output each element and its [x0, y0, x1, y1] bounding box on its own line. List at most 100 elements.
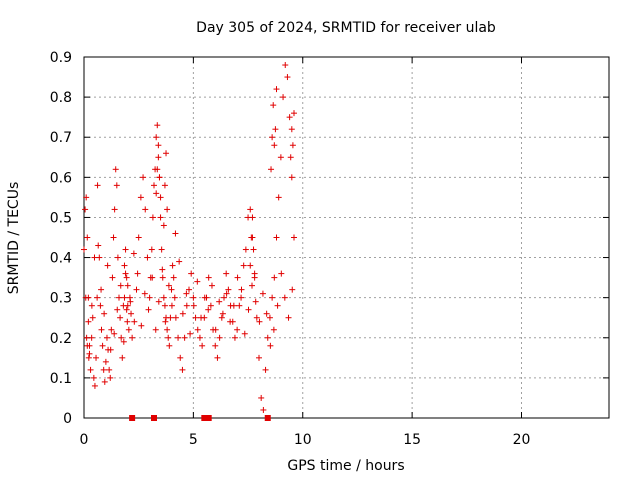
data-point [117, 314, 124, 321]
data-point [268, 166, 275, 173]
data-point [83, 334, 90, 341]
data-point [114, 254, 121, 261]
data-point [253, 314, 260, 321]
data-point [289, 286, 296, 293]
data-point [107, 374, 114, 381]
data-point [205, 306, 212, 313]
data-point [218, 314, 225, 321]
data-point [154, 166, 161, 173]
data-point [164, 206, 171, 213]
data-point [249, 214, 256, 221]
data-point [248, 234, 255, 241]
data-point [271, 142, 278, 149]
data-point [264, 415, 271, 421]
data-point [212, 326, 219, 333]
data-point [89, 314, 96, 321]
data-point [138, 322, 145, 329]
x-tick-label: 10 [294, 432, 312, 448]
y-tick-label: 0 [63, 411, 72, 427]
data-point [208, 282, 215, 289]
data-point [81, 246, 87, 253]
y-tick-label: 0.7 [50, 130, 72, 146]
data-point [146, 294, 153, 301]
data-point [108, 326, 115, 333]
data-point [86, 350, 93, 357]
data-point [281, 294, 288, 301]
data-point [259, 290, 266, 297]
data-point [245, 306, 252, 313]
data-point [161, 302, 168, 309]
data-point [122, 270, 129, 277]
data-point [165, 282, 172, 289]
data-point [102, 358, 109, 365]
data-point [121, 294, 128, 301]
data-point [153, 134, 160, 141]
data-point [124, 302, 131, 309]
data-point [199, 342, 206, 349]
data-point [110, 234, 117, 241]
data-point [149, 274, 156, 281]
grid [84, 57, 609, 418]
data-point [179, 366, 186, 373]
data-point [103, 334, 110, 341]
data-point [238, 286, 245, 293]
data-point [157, 214, 164, 221]
data-point [274, 302, 281, 309]
data-point [205, 274, 212, 281]
data-point [190, 302, 197, 309]
data-point [131, 318, 138, 325]
y-tick-label: 0.8 [50, 90, 72, 106]
data-point [84, 342, 91, 349]
data-point [94, 182, 101, 189]
data-point [111, 330, 118, 337]
data-point [160, 222, 167, 229]
data-point [97, 302, 104, 309]
data-point [88, 302, 95, 309]
data-point [241, 330, 248, 337]
data-point [212, 342, 219, 349]
data-point [140, 174, 147, 181]
data-point [99, 342, 106, 349]
data-point [266, 314, 273, 321]
data-point [161, 182, 168, 189]
data-point [251, 270, 258, 277]
data-point [267, 342, 274, 349]
data-point [219, 310, 226, 317]
data-point [152, 326, 159, 333]
data-point [227, 318, 234, 325]
data-point [84, 234, 91, 241]
data-point [181, 334, 188, 341]
y-tick-label: 0.5 [50, 210, 72, 226]
data-point [100, 366, 107, 373]
y-tick-label: 0.4 [50, 251, 72, 267]
data-point [106, 366, 113, 373]
data-point [271, 274, 278, 281]
data-point [242, 246, 249, 253]
data-point [82, 294, 89, 301]
data-point [272, 126, 279, 133]
data-point [194, 326, 201, 333]
data-point [247, 206, 254, 213]
data-point [123, 274, 130, 281]
data-point [230, 302, 237, 309]
data-point [145, 306, 152, 313]
data-point [177, 354, 184, 361]
data-point [225, 286, 232, 293]
data-point [104, 262, 111, 269]
data-point [109, 274, 116, 281]
data-point [141, 290, 148, 297]
chart-title: Day 305 of 2024, SRMTID for receiver ula… [196, 20, 496, 36]
data-point [196, 334, 203, 341]
data-point [175, 334, 182, 341]
y-axis-label: SRMTID / TECUs [6, 182, 22, 295]
data-point [273, 234, 280, 241]
data-point [154, 122, 161, 129]
data-point [120, 338, 127, 345]
data-point [221, 294, 227, 301]
data-point [121, 262, 128, 269]
data-point [124, 318, 131, 325]
x-tick-label: 0 [80, 432, 89, 448]
data-point [277, 154, 284, 161]
data-point [179, 310, 186, 317]
data-point [264, 334, 271, 341]
